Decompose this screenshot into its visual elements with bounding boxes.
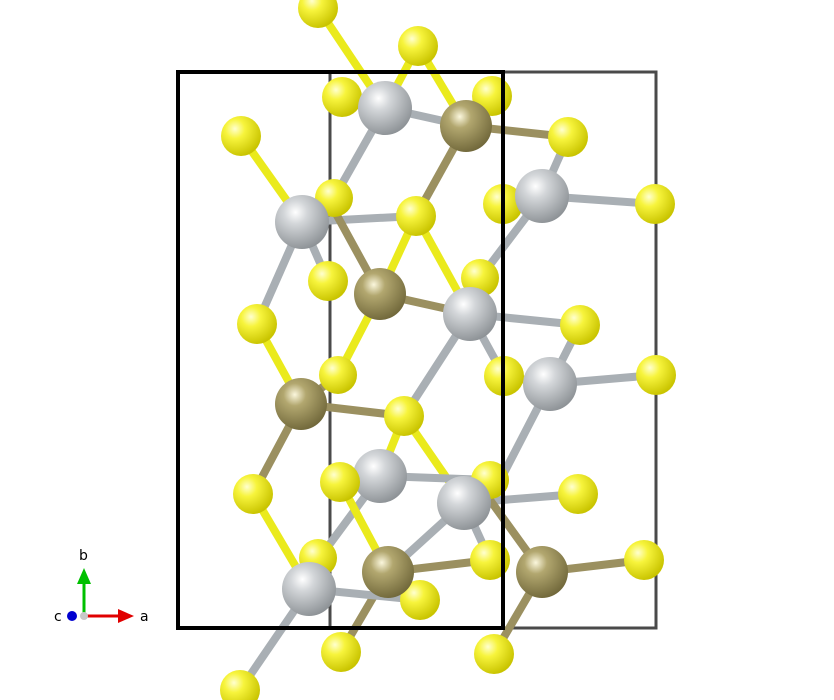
unit-cell-front — [176, 70, 505, 630]
metal-atom-olive — [275, 378, 327, 430]
metal-atom-silver — [353, 449, 407, 503]
sulfur-atom — [558, 474, 598, 514]
a-axis-label: a — [140, 609, 149, 625]
sulfur-atom — [298, 0, 338, 28]
c-axis-label: c — [54, 609, 62, 625]
metal-atom-silver — [275, 195, 329, 249]
sulfur-atom — [320, 462, 360, 502]
sulfur-atom — [470, 540, 510, 580]
metal-atom-silver — [437, 476, 491, 530]
sulfur-atom — [560, 305, 600, 345]
sulfur-atom — [624, 540, 664, 580]
metal-atom-silver — [443, 287, 497, 341]
metal-atom-silver — [282, 562, 336, 616]
sulfur-atom — [398, 26, 438, 66]
b-axis-arrowhead — [77, 568, 91, 584]
metal-atom-silver — [523, 357, 577, 411]
axis-indicator: a b c — [54, 548, 149, 625]
sulfur-atom — [321, 632, 361, 672]
sulfur-atom — [396, 196, 436, 236]
metal-atom-silver — [515, 169, 569, 223]
sulfur-atom — [635, 184, 675, 224]
sulfur-atom — [636, 355, 676, 395]
atoms-back — [221, 0, 675, 620]
metal-atom-olive — [516, 546, 568, 598]
sulfur-atom — [319, 356, 357, 394]
metal-atom-olive — [354, 268, 406, 320]
sulfur-atom — [237, 304, 277, 344]
sulfur-atom — [400, 580, 440, 620]
metal-atom-olive — [362, 546, 414, 598]
a-axis-arrowhead — [118, 609, 134, 623]
sulfur-atom — [220, 670, 260, 700]
sulfur-atom — [322, 77, 362, 117]
sulfur-atom — [548, 117, 588, 157]
sulfur-atom — [308, 261, 348, 301]
sulfur-atom — [221, 116, 261, 156]
sulfur-atom — [384, 396, 424, 436]
sulfur-atom — [233, 474, 273, 514]
sulfur-atom — [474, 634, 514, 674]
axis-origin — [80, 612, 88, 620]
metal-atom-olive — [440, 100, 492, 152]
c-axis-marker — [67, 611, 77, 621]
metal-atom-silver — [358, 81, 412, 135]
b-axis-label: b — [79, 548, 88, 564]
atoms-front — [220, 81, 676, 700]
